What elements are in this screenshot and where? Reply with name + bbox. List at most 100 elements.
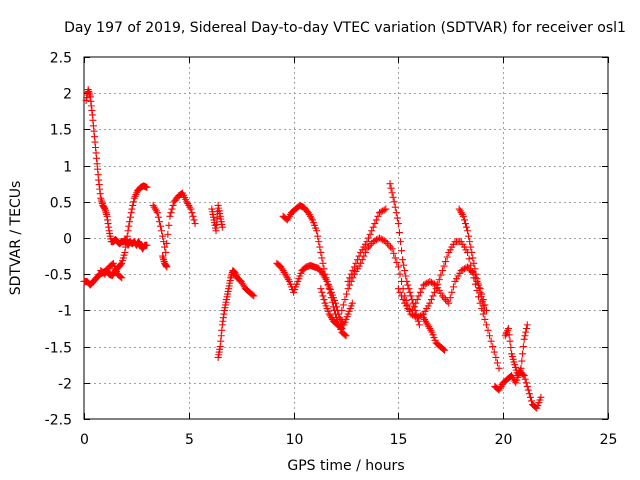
data-point — [393, 258, 401, 266]
x-tick-label: 15 — [390, 432, 408, 448]
data-point — [462, 264, 470, 272]
data-point — [404, 281, 412, 289]
data-point — [332, 299, 340, 307]
data-point — [484, 326, 492, 334]
data-point — [212, 227, 220, 235]
data-point — [479, 302, 487, 310]
data-point — [387, 243, 395, 251]
data-point — [399, 256, 407, 264]
data-point — [386, 180, 394, 188]
data-point — [409, 299, 417, 307]
series-arc-1 — [80, 182, 151, 289]
data-point — [396, 270, 404, 278]
data-point — [338, 306, 346, 314]
data-point — [394, 220, 402, 228]
data-point — [325, 285, 333, 293]
data-point — [476, 288, 484, 296]
data-point — [468, 248, 476, 256]
data-point — [154, 213, 162, 221]
data-point — [401, 267, 409, 275]
data-point — [161, 243, 169, 251]
data-point — [153, 209, 161, 217]
data-point — [350, 263, 358, 271]
data-point — [319, 292, 327, 300]
data-point — [118, 274, 126, 282]
data-point — [389, 193, 397, 201]
data-point — [493, 359, 501, 367]
data-point — [415, 321, 423, 329]
data-point — [405, 285, 413, 293]
data-point — [438, 267, 446, 275]
x-tick-label: 10 — [286, 432, 304, 448]
data-point — [477, 293, 485, 301]
data-point — [495, 364, 503, 372]
series-arc-9 — [279, 201, 350, 340]
data-point — [321, 270, 329, 278]
y-axis-label: SDTVAR / TECUs — [8, 181, 24, 296]
data-point — [406, 288, 414, 296]
data-point — [363, 238, 371, 246]
data-point — [398, 247, 406, 255]
data-point — [440, 294, 448, 302]
data-point — [160, 238, 168, 246]
data-point — [407, 292, 415, 300]
series-arc-12 — [344, 205, 390, 285]
y-tick-label: 2.5 — [50, 51, 72, 67]
data-point — [366, 241, 374, 249]
data-point — [250, 292, 258, 300]
data-point — [394, 263, 402, 271]
data-point — [355, 252, 363, 260]
data-point — [519, 343, 527, 351]
data-point — [411, 306, 419, 314]
data-point — [346, 281, 354, 289]
data-point — [523, 321, 531, 329]
series-arc-7 — [214, 267, 258, 361]
x-tick-label: 5 — [185, 432, 194, 448]
y-tick-label: 0 — [63, 232, 72, 248]
data-point — [387, 184, 395, 192]
data-point — [121, 248, 129, 256]
data-point — [520, 335, 528, 343]
data-point — [437, 271, 445, 279]
data-point — [426, 299, 434, 307]
data-point — [465, 255, 473, 263]
data-point — [371, 220, 379, 228]
data-point — [128, 205, 136, 213]
data-point — [443, 253, 451, 261]
data-point — [320, 296, 328, 304]
data-point — [403, 277, 411, 285]
data-point — [526, 393, 534, 401]
data-point — [165, 221, 173, 229]
data-point — [517, 364, 525, 372]
series-arc-18 — [501, 321, 531, 380]
data-point — [427, 296, 435, 304]
data-point — [410, 303, 418, 311]
data-point — [449, 283, 457, 291]
data-point — [130, 198, 138, 206]
data-point — [326, 289, 334, 297]
data-point — [519, 371, 527, 379]
y-tick-label: 0.5 — [50, 196, 72, 212]
data-point — [127, 209, 135, 217]
data-point — [126, 213, 134, 221]
data-point — [341, 331, 349, 339]
y-tick-label: 1.5 — [50, 123, 72, 139]
data-point — [344, 277, 352, 285]
series-arc-3 — [97, 259, 126, 282]
data-point — [470, 259, 478, 267]
data-point — [394, 285, 402, 293]
data-point — [445, 299, 453, 307]
data-point — [158, 227, 166, 235]
series-arc-2 — [82, 86, 151, 253]
data-point — [366, 230, 374, 238]
data-point — [390, 198, 398, 206]
data-point — [506, 337, 514, 345]
data-point — [352, 259, 360, 267]
data-point — [168, 205, 176, 213]
y-tick-label: -2 — [58, 377, 72, 393]
data-point — [329, 303, 337, 311]
data-point — [123, 232, 131, 240]
data-point — [167, 209, 175, 217]
